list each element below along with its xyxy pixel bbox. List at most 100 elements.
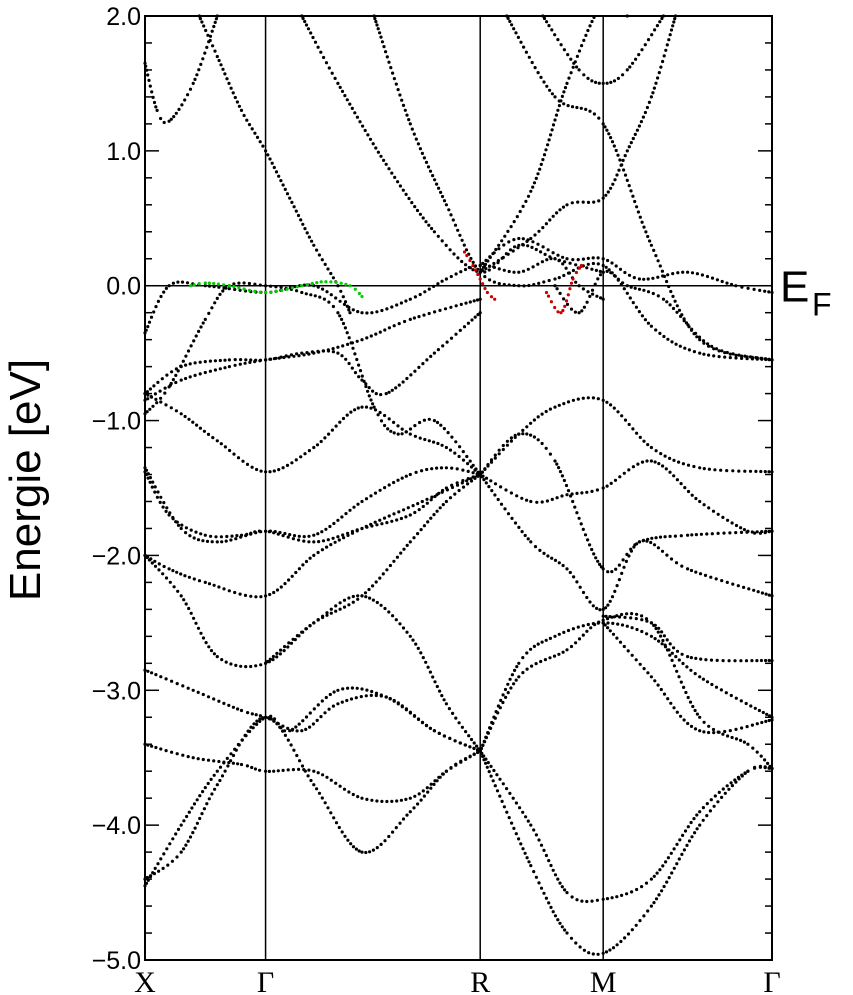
band-point: [279, 285, 283, 289]
band-point: [143, 61, 147, 65]
band-point: [512, 27, 516, 31]
band-point: [283, 531, 287, 536]
band-point: [514, 31, 518, 35]
band-point: [453, 739, 457, 743]
band-point: [375, 846, 379, 850]
band-point: [285, 287, 289, 291]
band-point: [679, 534, 683, 538]
band-point: [271, 654, 275, 659]
band-point: [382, 158, 386, 162]
band-point: [570, 105, 575, 109]
band-point: [152, 384, 156, 388]
band-point: [759, 658, 764, 663]
band-point: [522, 45, 526, 49]
band-point: [186, 349, 191, 353]
band-point: [404, 797, 408, 802]
band-point: [252, 722, 256, 726]
band-point: [551, 214, 555, 218]
band-point: [422, 418, 426, 422]
band-point: [164, 576, 169, 580]
band-point: [529, 433, 533, 437]
band-point: [447, 707, 451, 711]
band-point: [658, 20, 662, 24]
band-point: [492, 280, 496, 284]
band-point: [539, 886, 544, 890]
band-point: [625, 291, 629, 295]
band-point: [310, 281, 314, 286]
band-point: [425, 467, 429, 472]
band-point: [500, 799, 504, 804]
band-point: [391, 614, 395, 618]
band-point: [342, 302, 347, 306]
band-point: [548, 88, 552, 92]
band-point: [188, 362, 192, 366]
band-point: [404, 474, 408, 478]
band-point: [670, 658, 674, 663]
band-point: [424, 220, 428, 224]
band-point: [596, 952, 600, 956]
band-point: [740, 285, 744, 289]
band-point: [670, 651, 674, 655]
band-point: [558, 921, 562, 925]
band-point: [673, 534, 678, 538]
band-point: [315, 787, 319, 791]
band-point: [412, 132, 416, 136]
band-series-32: [601, 614, 774, 663]
band-point: [147, 78, 151, 82]
band-point: [475, 298, 480, 302]
band-point: [566, 53, 570, 57]
kpoint-label: Γ: [257, 966, 274, 995]
band-point: [606, 621, 610, 625]
band-point: [395, 799, 399, 803]
band-point: [503, 234, 507, 238]
band-point: [648, 239, 652, 243]
band-point: [319, 439, 323, 444]
band-point: [611, 946, 616, 950]
band-point: [544, 148, 548, 152]
band-point: [451, 218, 455, 222]
band-point: [614, 264, 618, 268]
band-point: [213, 359, 217, 363]
band-point: [566, 104, 570, 108]
band-point: [361, 124, 365, 128]
band-point: [625, 612, 629, 616]
band-point: [744, 701, 748, 706]
band-point: [264, 529, 268, 533]
band-point: [682, 319, 686, 323]
band-point: [380, 799, 384, 804]
band-point: [634, 305, 639, 309]
band-point: [329, 271, 333, 276]
band-point: [414, 470, 418, 474]
band-point: [312, 707, 316, 711]
band-series-12: [143, 297, 482, 402]
band-point: [635, 128, 640, 132]
band-point: [312, 243, 316, 247]
band-point: [384, 162, 388, 166]
band-point: [573, 310, 578, 314]
band-point: [699, 657, 703, 661]
band-point: [575, 54, 580, 59]
band-point: [493, 482, 498, 486]
band-point: [715, 658, 719, 663]
band-point: [436, 282, 440, 286]
band-point: [244, 734, 248, 738]
band-point: [673, 17, 677, 21]
band-point: [364, 850, 368, 855]
band-point: [261, 144, 265, 148]
band-point: [770, 358, 774, 362]
band-point: [541, 245, 545, 249]
band-point: [249, 358, 253, 362]
band-point: [497, 247, 501, 251]
band-point: [686, 695, 690, 700]
band-point: [646, 38, 651, 42]
band-point: [229, 759, 233, 763]
band-point: [354, 847, 358, 851]
band-point: [149, 315, 154, 319]
band-point: [601, 81, 605, 85]
band-series-21: [143, 715, 482, 881]
band-point: [356, 795, 360, 799]
band-point: [376, 413, 380, 417]
band-point: [659, 687, 663, 692]
band-point: [656, 683, 660, 687]
band-point: [649, 324, 654, 328]
